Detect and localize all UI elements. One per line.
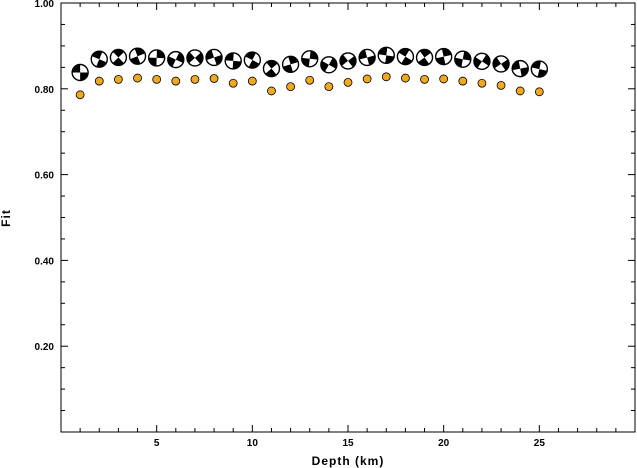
focal-mechanism-marker: [262, 59, 281, 78]
data-point-circle: [477, 78, 487, 88]
x-tick-label: 25: [534, 438, 546, 449]
data-point-circle: [439, 74, 449, 84]
data-point-circle: [534, 87, 544, 97]
focal-mechanism-marker: [186, 49, 204, 67]
focal-mechanism-marker: [147, 49, 166, 67]
focal-mechanism-marker: [511, 59, 529, 78]
data-point-circle: [286, 82, 296, 92]
data-point-circle: [305, 75, 315, 85]
focal-mechanism-marker: [71, 63, 89, 82]
data-point-circle: [190, 74, 200, 84]
data-point-circle: [515, 86, 525, 96]
focal-mechanism-marker: [128, 47, 147, 65]
focal-mechanism-marker: [415, 48, 434, 67]
focal-mechanism-marker: [377, 46, 395, 65]
y-tick-label: 0.60: [35, 171, 55, 182]
x-tick-label: 5: [154, 438, 160, 449]
y-axis-label: Fit: [0, 209, 13, 227]
focal-mechanism-marker: [358, 48, 376, 67]
data-point-circle: [420, 74, 429, 84]
focal-mechanism-marker: [109, 48, 128, 67]
data-point-circle: [209, 74, 219, 83]
focal-mechanism-marker: [205, 48, 223, 67]
data-point-circle: [458, 76, 468, 86]
data-point-circle: [133, 73, 142, 83]
focal-mechanism-marker: [243, 51, 262, 69]
focal-mechanism-marker: [434, 47, 453, 66]
data-point-circle: [152, 74, 162, 84]
focal-mechanism-marker: [454, 50, 472, 68]
x-tick-label: 20: [438, 438, 450, 449]
focal-mechanism-marker: [301, 50, 319, 68]
y-tick-label: 0.20: [35, 342, 55, 353]
focal-mechanism-marker: [320, 56, 338, 74]
data-point-circle: [362, 74, 372, 84]
focal-mechanism-marker: [473, 52, 491, 71]
focal-mechanism-marker: [530, 60, 549, 78]
x-tick-label: 15: [342, 438, 354, 449]
data-series: [71, 46, 549, 100]
data-point-circle: [267, 86, 276, 96]
data-point-circle: [247, 76, 257, 86]
data-point-circle: [75, 90, 85, 100]
data-point-circle: [171, 76, 181, 86]
y-tick-label: 0.40: [35, 256, 55, 267]
data-point-circle: [496, 80, 506, 90]
data-point-circle: [343, 77, 353, 87]
y-tick-label: 1.00: [35, 0, 55, 10]
focal-mechanism-marker: [224, 52, 242, 70]
data-point-circle: [381, 72, 391, 82]
x-axis-ticks: 5 10 15 20 25: [79, 3, 617, 449]
y-tick-label: 0.80: [35, 85, 55, 96]
focal-mechanism-marker: [281, 55, 300, 74]
focal-mechanism-marker: [492, 55, 510, 73]
data-point-circle: [324, 82, 334, 92]
data-point-circle: [228, 78, 238, 88]
y-axis-ticks: 0.20 0.40 0.60 0.80 1.00: [35, 0, 635, 412]
x-tick-label: 10: [247, 438, 259, 449]
focal-mechanism-marker: [167, 50, 185, 69]
data-point-circle: [94, 76, 104, 86]
x-axis-label: Depth (km): [312, 454, 385, 468]
data-point-circle: [114, 74, 123, 84]
focal-mechanism-marker: [90, 50, 108, 68]
data-point-circle: [400, 73, 410, 83]
focal-mechanism-marker: [339, 52, 357, 70]
focal-mechanism-marker: [396, 47, 415, 66]
